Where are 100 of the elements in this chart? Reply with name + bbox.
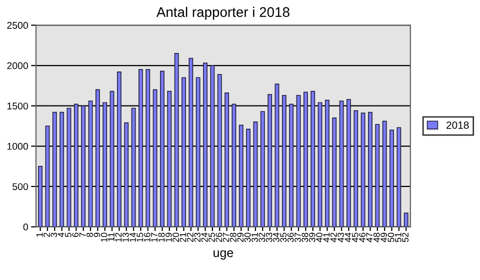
bar xyxy=(210,65,215,227)
bar xyxy=(339,100,344,227)
x-tick-label: 9 xyxy=(94,232,100,237)
y-tick-label: 2500 xyxy=(7,22,28,29)
y-tick-label: 0 xyxy=(23,224,28,230)
bar xyxy=(167,90,172,227)
x-tick-label: 50 xyxy=(388,232,394,242)
bar xyxy=(52,112,57,227)
bar xyxy=(324,100,330,227)
x-tick-label: 39 xyxy=(308,232,316,242)
bar xyxy=(182,77,186,227)
bar xyxy=(131,108,136,227)
bar xyxy=(81,105,86,227)
x-tick-label: 41 xyxy=(323,232,330,242)
x-tick-label: 22 xyxy=(186,232,194,242)
x-axis-title: uge xyxy=(214,250,234,260)
x-tick-label: 6 xyxy=(72,232,79,237)
bar xyxy=(390,130,394,227)
x-tick-label: 33 xyxy=(266,232,272,242)
bar xyxy=(289,104,294,227)
bar xyxy=(360,112,366,227)
x-tick-label: 43 xyxy=(338,232,344,242)
x-tick-label: 28 xyxy=(230,232,236,242)
x-tick-label: 1 xyxy=(36,232,43,237)
bar xyxy=(382,120,387,227)
bar xyxy=(238,124,244,227)
x-tick-label: 24 xyxy=(201,232,208,242)
bar xyxy=(332,118,337,227)
bar xyxy=(310,90,316,227)
x-tick-label: 25 xyxy=(208,232,215,242)
bar xyxy=(246,128,251,227)
x-tick-label: 32 xyxy=(258,232,266,242)
x-tick-label: 15 xyxy=(136,232,144,242)
bar xyxy=(160,70,164,227)
x-tick-label: 35 xyxy=(280,232,287,242)
bar xyxy=(102,102,108,227)
bar xyxy=(66,108,72,227)
bar xyxy=(303,92,308,227)
legend-label: 2018 xyxy=(446,121,469,129)
bar xyxy=(174,53,179,227)
x-tick-label: 30 xyxy=(244,232,251,242)
bar xyxy=(296,94,301,227)
x-tick-label: 26 xyxy=(216,232,222,242)
x-tick-label: 49 xyxy=(380,232,388,242)
bar xyxy=(38,166,43,227)
x-tick-label: 45 xyxy=(352,232,358,242)
bar xyxy=(224,92,229,227)
x-tick-label: 46 xyxy=(359,232,366,242)
x-tick-label: 2 xyxy=(44,232,50,237)
x-tick-label: 34 xyxy=(273,232,280,242)
bar xyxy=(274,84,280,227)
x-tick-label: 40 xyxy=(316,232,322,242)
y-tick-label: 1000 xyxy=(7,142,28,150)
bar xyxy=(116,72,122,227)
x-tick-label: 10 xyxy=(100,232,108,242)
x-tick-label: 19 xyxy=(165,232,172,242)
bar xyxy=(404,212,408,227)
bar xyxy=(354,110,358,227)
x-tick-label: 11 xyxy=(108,232,114,242)
bar xyxy=(124,122,129,227)
x-tick-label: 20 xyxy=(172,232,180,242)
x-tick-label: 14 xyxy=(130,232,136,242)
x-tick-label: 3 xyxy=(50,232,58,238)
x-tick-label: 42 xyxy=(330,232,337,242)
x-tick-label: 36 xyxy=(287,232,294,242)
x-tick-label: 21 xyxy=(180,232,186,242)
bar xyxy=(152,89,158,227)
x-tick-label: 7 xyxy=(79,232,86,237)
x-tick-label: 23 xyxy=(194,232,201,242)
bar xyxy=(95,89,100,227)
x-tick-label: 5 xyxy=(65,232,72,238)
bar xyxy=(375,124,380,227)
x-tick-label: 38 xyxy=(302,232,308,242)
bar xyxy=(346,98,351,227)
y-tick-label: 2000 xyxy=(7,62,28,70)
x-tick-label: 48 xyxy=(373,232,380,242)
x-tick-label: 31 xyxy=(252,232,258,242)
x-tick-label: 47 xyxy=(366,232,373,242)
bar xyxy=(60,112,64,227)
x-tick-label: 44 xyxy=(344,232,352,242)
x-tick-label: 16 xyxy=(144,232,150,242)
bar xyxy=(268,94,272,227)
bar xyxy=(232,104,236,227)
x-tick-label: 37 xyxy=(294,232,301,242)
x-tick-label: 17 xyxy=(151,232,158,242)
bar xyxy=(396,127,402,227)
bar xyxy=(88,100,93,227)
x-tick-label: 52 xyxy=(402,232,409,242)
bar xyxy=(217,74,222,227)
bar xyxy=(138,69,143,227)
x-tick-label: 8 xyxy=(86,232,93,237)
bar xyxy=(146,69,150,227)
x-tick-label: 13 xyxy=(122,232,129,242)
bar xyxy=(368,112,372,227)
bar xyxy=(260,111,265,227)
bar xyxy=(110,90,114,227)
bar xyxy=(74,104,78,227)
x-tick-label: 12 xyxy=(115,232,122,242)
y-tick-label: 1500 xyxy=(7,102,28,110)
bar xyxy=(196,77,200,227)
